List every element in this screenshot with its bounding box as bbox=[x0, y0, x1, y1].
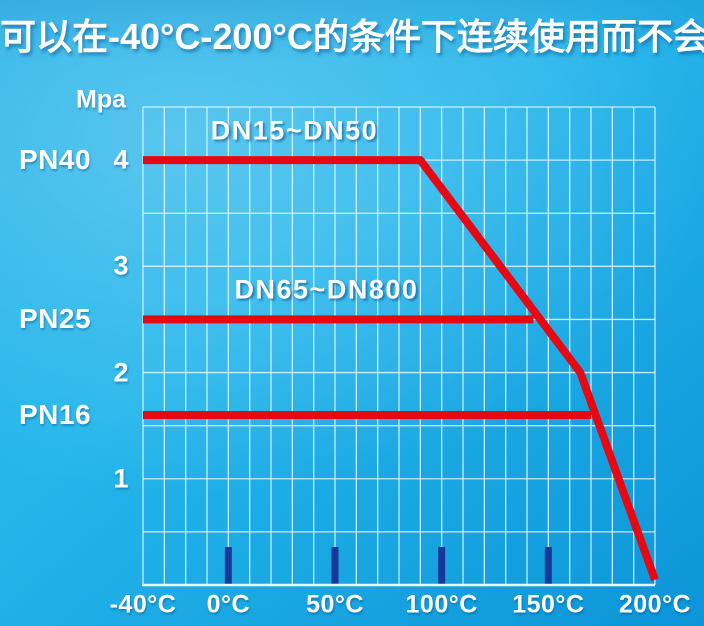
series-annotation: DN15~DN50 bbox=[210, 115, 379, 146]
x-tick-label: 50°C bbox=[306, 590, 364, 619]
major-tick-mark bbox=[544, 547, 552, 584]
y-axis-unit-label: Mpa bbox=[76, 85, 126, 114]
x-tick-label: 100°C bbox=[405, 590, 478, 619]
y-tick-label: 3 bbox=[113, 250, 129, 281]
major-tick-mark bbox=[438, 547, 446, 584]
major-tick-mark bbox=[331, 547, 339, 584]
series-annotation: DN65~DN800 bbox=[234, 274, 419, 305]
x-tick-label: 0°C bbox=[206, 590, 251, 619]
rating-curve bbox=[143, 156, 659, 582]
x-tick-label: 200°C bbox=[618, 590, 692, 619]
y-tick-label: 4 bbox=[113, 144, 129, 175]
y-tick-label: 2 bbox=[113, 357, 129, 388]
pn-rating-label: PN16 bbox=[18, 399, 92, 431]
major-tick-mark bbox=[224, 547, 232, 584]
y-tick-label: 1 bbox=[113, 463, 129, 494]
page-title: 可以在-40°C-200°C的条件下连续使用而不会失效 bbox=[0, 16, 704, 57]
pn-rating-label: PN40 bbox=[18, 144, 92, 176]
pn-rating-label: PN25 bbox=[18, 303, 92, 335]
x-tick-label: 150°C bbox=[512, 590, 585, 619]
x-tick-label: -40°C bbox=[109, 590, 177, 619]
